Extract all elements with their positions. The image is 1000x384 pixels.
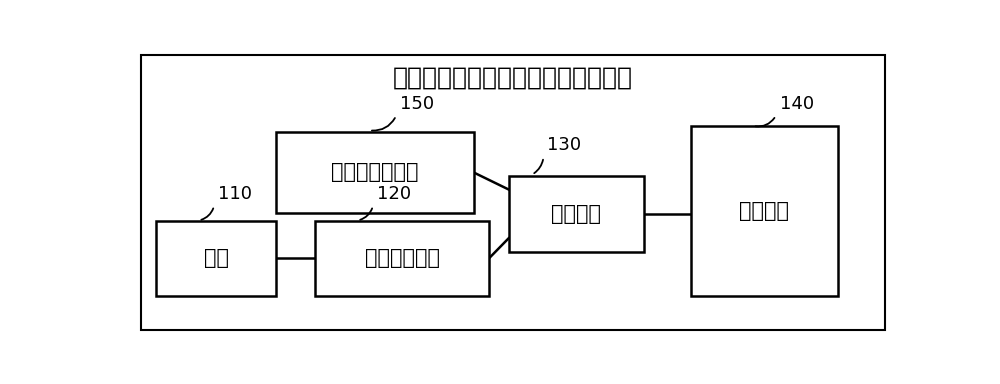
Text: 看门狗监控电路: 看门狗监控电路 — [331, 162, 419, 182]
Text: 150: 150 — [400, 94, 434, 113]
Text: 120: 120 — [377, 185, 411, 203]
Bar — [276, 132, 474, 213]
Bar — [315, 220, 489, 296]
Text: 与门电路: 与门电路 — [551, 204, 601, 224]
Bar — [156, 220, 276, 296]
Bar — [509, 176, 644, 252]
Text: 电源: 电源 — [204, 248, 229, 268]
Text: 电源管理芯片: 电源管理芯片 — [365, 248, 440, 268]
Text: 130: 130 — [547, 136, 582, 154]
Text: 110: 110 — [218, 185, 252, 203]
Text: 基于高通平台的硬件看门狗电路系统: 基于高通平台的硬件看门狗电路系统 — [392, 65, 633, 89]
Text: 主控芯片: 主控芯片 — [739, 201, 789, 221]
Text: 140: 140 — [780, 94, 814, 113]
Bar — [691, 126, 838, 296]
